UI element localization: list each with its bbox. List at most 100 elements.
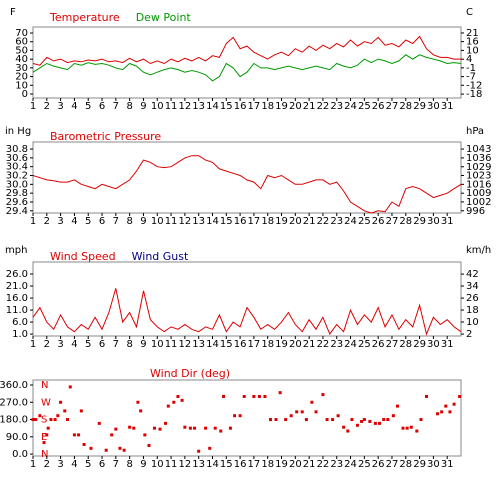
x-tick-label: 2 <box>44 101 50 112</box>
point <box>208 446 212 450</box>
x-tick-label: 5 <box>85 339 91 350</box>
point <box>63 409 67 413</box>
point <box>350 418 354 422</box>
x-tick-label: 8 <box>126 101 132 112</box>
x-tick-label: 18 <box>261 339 274 350</box>
x-tick-label: 25 <box>358 216 371 227</box>
x-tick-label: 1 <box>30 459 36 470</box>
legend-entry: Temperature <box>49 11 120 24</box>
x-tick-label: 5 <box>85 216 91 227</box>
y-tick-label: 29.4 <box>6 206 28 217</box>
y-tick-label: 0.0 <box>12 449 28 460</box>
x-tick-label: 28 <box>399 339 412 350</box>
point <box>295 410 299 414</box>
y-tick-label: 30.2 <box>6 171 28 182</box>
x-tick-label: 20 <box>289 339 302 350</box>
point <box>346 429 350 433</box>
x-tick-label: 9 <box>140 339 146 350</box>
x-tick-label: 27 <box>386 339 399 350</box>
compass-label: S <box>41 415 47 426</box>
x-tick-label: 25 <box>358 101 371 112</box>
x-tick-label: 8 <box>126 459 132 470</box>
x-tick-label: 20 <box>289 459 302 470</box>
x-tick-label: 29 <box>413 459 426 470</box>
x-tick-label: 28 <box>399 216 412 227</box>
x-tick-label: 16 <box>234 101 247 112</box>
point <box>172 400 176 404</box>
x-tick-label: 26 <box>372 101 385 112</box>
x-tick-label: 24 <box>344 339 357 350</box>
x-tick-label: 10 <box>151 459 164 470</box>
point <box>373 421 377 425</box>
x-tick-label: 4 <box>71 459 77 470</box>
point <box>114 427 118 431</box>
x-tick-label: 3 <box>57 216 63 227</box>
x-tick-label: 28 <box>399 101 412 112</box>
x-tick-label: 4 <box>71 101 77 112</box>
x-tick-label: 10 <box>151 101 164 112</box>
y-tick-label: 270.0 <box>0 397 28 408</box>
x-tick-label: 6 <box>99 339 105 350</box>
series-line <box>32 288 462 336</box>
x-tick-label: 31 <box>441 216 454 227</box>
x-tick-label: 11 <box>165 216 178 227</box>
point <box>331 418 335 422</box>
y-tick-label: 16.0 <box>6 293 28 304</box>
y-tick-label: 1.0 <box>12 329 28 340</box>
y-tick-label: 11.0 <box>6 305 28 316</box>
x-tick-label: 6 <box>99 101 105 112</box>
x-tick-label: 22 <box>317 459 330 470</box>
point <box>325 418 329 422</box>
legend-entry: Wind Speed <box>50 250 116 263</box>
point <box>321 393 325 397</box>
x-tick-label: 31 <box>441 101 454 112</box>
point <box>42 441 46 445</box>
x-tick-label: 31 <box>441 339 454 350</box>
x-tick-label: 27 <box>386 101 399 112</box>
point <box>228 426 232 430</box>
series-line <box>32 35 461 66</box>
x-tick-label: 2 <box>44 459 50 470</box>
x-tick-label: 16 <box>234 339 247 350</box>
x-tick-label: 21 <box>303 216 316 227</box>
y2-tick-label: -12 <box>466 80 482 91</box>
y2-tick-label: 2 <box>466 329 472 340</box>
y-axis-label: in Hg <box>5 126 31 137</box>
x-tick-label: 7 <box>113 339 119 350</box>
point <box>401 426 405 430</box>
x-tick-label: 14 <box>206 101 219 112</box>
y2-tick-label: 1009 <box>466 188 491 199</box>
x-tick-label: 5 <box>85 459 91 470</box>
point <box>355 423 359 427</box>
x-tick-label: 11 <box>165 101 178 112</box>
x-tick-label: 22 <box>317 216 330 227</box>
x-tick-label: 15 <box>220 459 233 470</box>
x-tick-label: 7 <box>113 101 119 112</box>
point <box>233 414 237 418</box>
point <box>128 425 132 429</box>
plot-area <box>32 26 462 99</box>
y2-tick-label: 996 <box>466 206 485 217</box>
y-tick-label: 90.0 <box>6 432 28 443</box>
x-tick-label: 25 <box>358 459 371 470</box>
x-tick-label: 9 <box>140 459 146 470</box>
y2-tick-label: 10 <box>466 45 479 56</box>
x-tick-label: 23 <box>330 216 343 227</box>
point <box>300 410 304 414</box>
y-tick-label: 50 <box>15 45 28 56</box>
point <box>440 410 444 414</box>
y-tick-label: 70 <box>15 28 28 39</box>
point <box>118 446 122 450</box>
x-tick-label: 19 <box>275 216 288 227</box>
point <box>79 409 83 413</box>
x-tick-label: 18 <box>261 101 274 112</box>
x-tick-label: 30 <box>427 459 440 470</box>
x-tick-label: 13 <box>192 216 205 227</box>
y-tick-label: 26.0 <box>6 269 28 280</box>
x-tick-label: 24 <box>344 216 357 227</box>
point <box>188 426 192 430</box>
x-tick-label: 7 <box>113 459 119 470</box>
point <box>314 410 318 414</box>
